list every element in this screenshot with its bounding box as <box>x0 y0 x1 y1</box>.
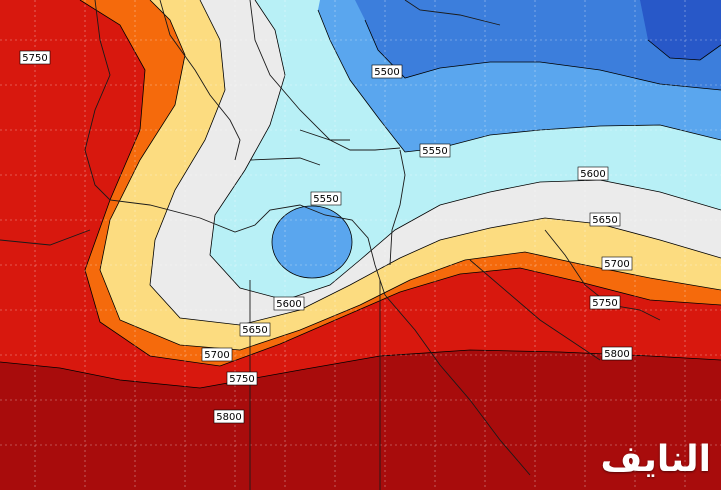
label-5650-right: 5650 <box>589 212 621 227</box>
cutoff-low-5550 <box>272 206 352 278</box>
svg-text:5600: 5600 <box>580 169 605 180</box>
label-5550-top: 5550 <box>419 143 451 158</box>
label-5700-right: 5700 <box>601 256 633 271</box>
label-5750-center: 5750 <box>226 371 258 386</box>
svg-text:5550: 5550 <box>313 194 338 205</box>
svg-text:5800: 5800 <box>216 412 241 423</box>
svg-text:5750: 5750 <box>229 374 254 385</box>
svg-text:5550: 5550 <box>422 146 447 157</box>
svg-text:5600: 5600 <box>276 299 301 310</box>
label-5800-right: 5800 <box>601 346 633 361</box>
label-5600-center: 5600 <box>273 296 305 311</box>
svg-text:5700: 5700 <box>604 259 629 270</box>
svg-text:5650: 5650 <box>242 325 267 336</box>
label-5750-right: 5750 <box>589 295 621 310</box>
label-5500: 5500 <box>371 64 403 79</box>
label-5750-nw: 5750 <box>19 50 51 65</box>
watermark-logo: النايف <box>600 439 711 480</box>
label-5700-center: 5700 <box>201 347 233 362</box>
svg-text:5750: 5750 <box>22 53 47 64</box>
label-5800-center: 5800 <box>213 409 245 424</box>
svg-text:5700: 5700 <box>204 350 229 361</box>
low-5450-east <box>640 0 721 60</box>
label-5600-right: 5600 <box>577 166 609 181</box>
svg-text:5750: 5750 <box>592 298 617 309</box>
label-5550-center: 5550 <box>310 191 342 206</box>
svg-text:5650: 5650 <box>592 215 617 226</box>
svg-text:5800: 5800 <box>604 349 629 360</box>
svg-text:5500: 5500 <box>374 67 399 78</box>
label-5650-center: 5650 <box>239 322 271 337</box>
band-5500 <box>355 0 721 90</box>
